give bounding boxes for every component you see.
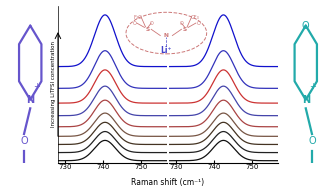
Text: O: O xyxy=(302,21,309,31)
Text: F₃C: F₃C xyxy=(133,15,142,19)
Text: +: + xyxy=(33,82,40,91)
Text: O: O xyxy=(179,21,183,26)
Text: +: + xyxy=(309,82,316,91)
Y-axis label: Increasing LiTFSI concentration: Increasing LiTFSI concentration xyxy=(51,41,56,127)
Text: O: O xyxy=(196,21,200,26)
Text: O: O xyxy=(308,136,316,146)
Text: S: S xyxy=(146,27,150,32)
Text: S: S xyxy=(183,27,187,32)
Text: N: N xyxy=(164,33,169,38)
Text: O: O xyxy=(149,21,153,26)
Text: O: O xyxy=(20,136,28,146)
Text: Li⁺: Li⁺ xyxy=(161,46,172,55)
Text: N: N xyxy=(302,95,310,105)
Text: CF₃: CF₃ xyxy=(191,15,199,19)
Text: Raman shift (cm⁻¹): Raman shift (cm⁻¹) xyxy=(131,178,205,187)
Text: O: O xyxy=(132,21,136,26)
Text: N: N xyxy=(26,95,34,105)
